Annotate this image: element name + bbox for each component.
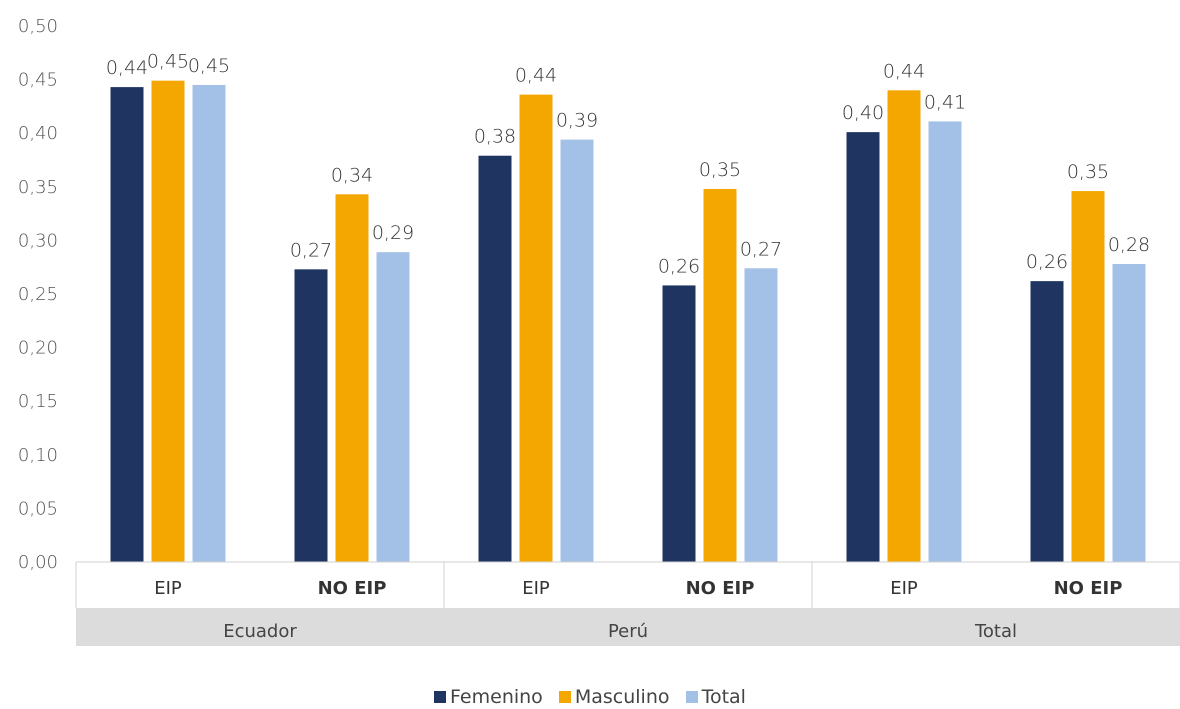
data-labels: 0,44 0,27 0,38 0,26 0,40 0,26 0,45 0,34 0,44 0,35…: [106, 51, 1150, 278]
x-tick-label: EIP: [522, 578, 550, 599]
data-label: 0,26: [658, 255, 700, 277]
data-label: 0,26: [1026, 251, 1068, 273]
group-label: Total: [974, 621, 1017, 642]
y-tick-label: 0,40: [18, 123, 58, 144]
y-tick-label: 0,20: [18, 338, 58, 359]
legend-swatch-total: [685, 691, 698, 703]
data-label: 0,34: [331, 164, 373, 186]
x-tick-label: EIP: [154, 578, 182, 599]
data-label: 0,39: [556, 110, 598, 132]
data-label: 0,44: [515, 65, 557, 87]
y-tick-label: 0,05: [18, 498, 58, 519]
bar: [110, 87, 144, 562]
x-axis: EIP NO EIP Ecuador EIP NO EIP Perú EIP NO EIP To…: [75, 561, 1180, 646]
y-tick-label: 0,30: [18, 230, 58, 251]
group-label-band: [76, 608, 1180, 646]
bar: [560, 139, 594, 562]
bar: [151, 80, 185, 562]
legend-label-masculino: Masculino: [574, 686, 670, 708]
data-label: 0,40: [842, 102, 884, 124]
y-axis: 0,00 0,05 0,10 0,15 0,20 0,25 0,30 0,35 0,40 0,45…: [18, 16, 58, 573]
y-tick-label: 0,45: [18, 70, 58, 91]
bar: [335, 194, 369, 562]
y-tick-label: 0,10: [18, 445, 58, 466]
bar: [1071, 191, 1105, 562]
y-tick-label: 0,35: [18, 177, 58, 198]
legend-item-total: Total: [685, 686, 746, 708]
y-tick-label: 0,50: [18, 16, 58, 37]
data-label: 0,35: [1067, 161, 1109, 183]
bar: [478, 155, 512, 562]
bar: [744, 268, 778, 562]
bar: [887, 90, 921, 562]
data-label: 0,44: [883, 60, 925, 82]
data-label: 0,41: [924, 91, 966, 113]
y-tick-label: 0,25: [18, 284, 58, 305]
x-tick-label: EIP: [890, 578, 918, 599]
legend-item-femenino: Femenino: [434, 686, 543, 708]
x-tick-label: NO EIP: [318, 578, 387, 599]
data-label: 0,35: [699, 159, 741, 181]
bar: [376, 252, 410, 562]
bar: [1030, 281, 1064, 562]
bar: [294, 269, 328, 562]
legend-label-total: Total: [701, 686, 746, 708]
data-label: 0,45: [147, 51, 189, 73]
bar-chart: 0,00 0,05 0,10 0,15 0,20 0,25 0,30 0,35 0,40 0,45…: [18, 16, 1180, 646]
data-label: 0,44: [106, 57, 148, 79]
y-tick-label: 0,15: [18, 391, 58, 412]
data-label: 0,28: [1108, 234, 1150, 256]
data-label: 0,27: [290, 239, 332, 261]
bar: [1112, 263, 1146, 562]
data-label: 0,29: [372, 222, 414, 244]
bar: [703, 188, 737, 562]
legend-swatch-femenino: [434, 691, 447, 703]
group-label: Perú: [608, 621, 648, 642]
bar: [846, 132, 880, 563]
data-label: 0,38: [474, 126, 516, 148]
legend-label-femenino: Femenino: [450, 686, 543, 708]
x-tick-label: NO EIP: [686, 578, 755, 599]
bar: [928, 121, 962, 563]
data-label: 0,27: [740, 238, 782, 260]
y-tick-label: 0,00: [18, 552, 58, 573]
data-label: 0,45: [188, 55, 230, 77]
bar: [519, 94, 553, 562]
legend: Femenino Masculino Total: [0, 686, 1180, 708]
bars: [110, 80, 1146, 563]
bar: [662, 285, 696, 562]
bar: [192, 84, 226, 563]
x-tick-label: NO EIP: [1054, 578, 1123, 599]
legend-swatch-masculino: [558, 691, 571, 703]
legend-item-masculino: Masculino: [558, 686, 670, 708]
group-label: Ecuador: [223, 621, 297, 642]
